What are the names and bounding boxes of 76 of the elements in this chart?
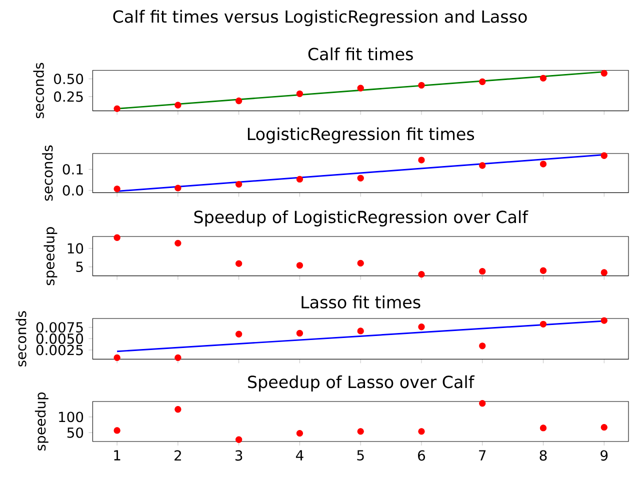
y-axis-title: speedup — [34, 392, 48, 450]
point — [540, 74, 547, 82]
point — [479, 162, 486, 169]
point — [418, 156, 425, 164]
point — [357, 84, 364, 92]
point — [114, 427, 120, 434]
point — [600, 424, 608, 431]
point — [540, 160, 547, 168]
point — [296, 430, 304, 437]
point — [418, 82, 425, 89]
point — [479, 78, 486, 86]
point — [296, 330, 304, 337]
point — [479, 342, 486, 350]
chart-title: Lasso fit times — [302, 296, 420, 308]
x-tick-label: 9 — [600, 450, 608, 461]
point — [296, 90, 304, 98]
y-tick-label: 100 — [59, 412, 84, 422]
point — [174, 240, 182, 247]
point — [235, 330, 242, 338]
x-tick-label: 3 — [235, 450, 242, 461]
point — [114, 354, 120, 362]
y-tick-label: 0.25 — [54, 91, 83, 102]
x-tick-label: 4 — [296, 450, 304, 460]
point — [540, 267, 547, 274]
point — [174, 102, 182, 108]
point — [296, 262, 304, 269]
point — [540, 320, 547, 328]
x-tick-label: 1 — [114, 450, 120, 460]
x-tick-label: 5 — [357, 450, 364, 461]
chart-title: Speedup of LogisticRegression over Calf — [194, 210, 528, 226]
y-axis-title: seconds — [42, 145, 53, 201]
point — [357, 328, 364, 334]
point — [600, 70, 608, 77]
y-tick-label: 0.0025 — [36, 344, 83, 356]
point — [114, 105, 120, 112]
chart-title: Calf fit times — [308, 47, 413, 60]
point — [479, 400, 486, 407]
y-tick-label: 0.50 — [54, 74, 84, 84]
y-tick-label: 0.0050 — [36, 333, 84, 344]
text: Calf fit times versus LogisticRegression and Lasso — [113, 10, 527, 26]
point — [114, 186, 120, 192]
y-tick-label: 10 — [68, 243, 84, 254]
point — [114, 234, 120, 241]
point — [357, 428, 364, 435]
point — [235, 98, 242, 104]
y-tick-label: 5 — [76, 262, 83, 272]
y-tick-label: 0.0 — [62, 185, 84, 196]
y-tick-label: 50 — [67, 427, 84, 438]
y-axis-title: seconds — [33, 62, 44, 118]
point — [418, 270, 425, 278]
x-tick-label: 8 — [540, 450, 547, 461]
point — [600, 152, 608, 159]
point — [235, 260, 242, 267]
point — [600, 269, 608, 276]
x-tick-label: 6 — [418, 450, 426, 461]
point — [357, 260, 364, 267]
chart-title: LogisticRegression fit times — [248, 127, 474, 144]
y-tick-label: 0.0075 — [36, 322, 83, 333]
point — [600, 317, 608, 324]
point — [296, 176, 304, 183]
y-axis-title: seconds — [16, 311, 26, 366]
chart-title: Speedup of Lasso over Calf — [248, 375, 475, 392]
point — [235, 436, 242, 443]
y-axis-title: speedup — [44, 227, 58, 286]
point — [479, 268, 486, 275]
point — [174, 354, 182, 362]
point — [418, 428, 425, 435]
y-tick-label: 0.1 — [62, 164, 83, 175]
point — [174, 406, 182, 413]
point — [540, 424, 547, 432]
point — [418, 324, 425, 330]
point — [174, 184, 182, 192]
point — [357, 174, 364, 182]
point — [235, 180, 242, 188]
x-tick-label: 7 — [479, 450, 486, 460]
x-tick-label: 2 — [174, 450, 181, 460]
